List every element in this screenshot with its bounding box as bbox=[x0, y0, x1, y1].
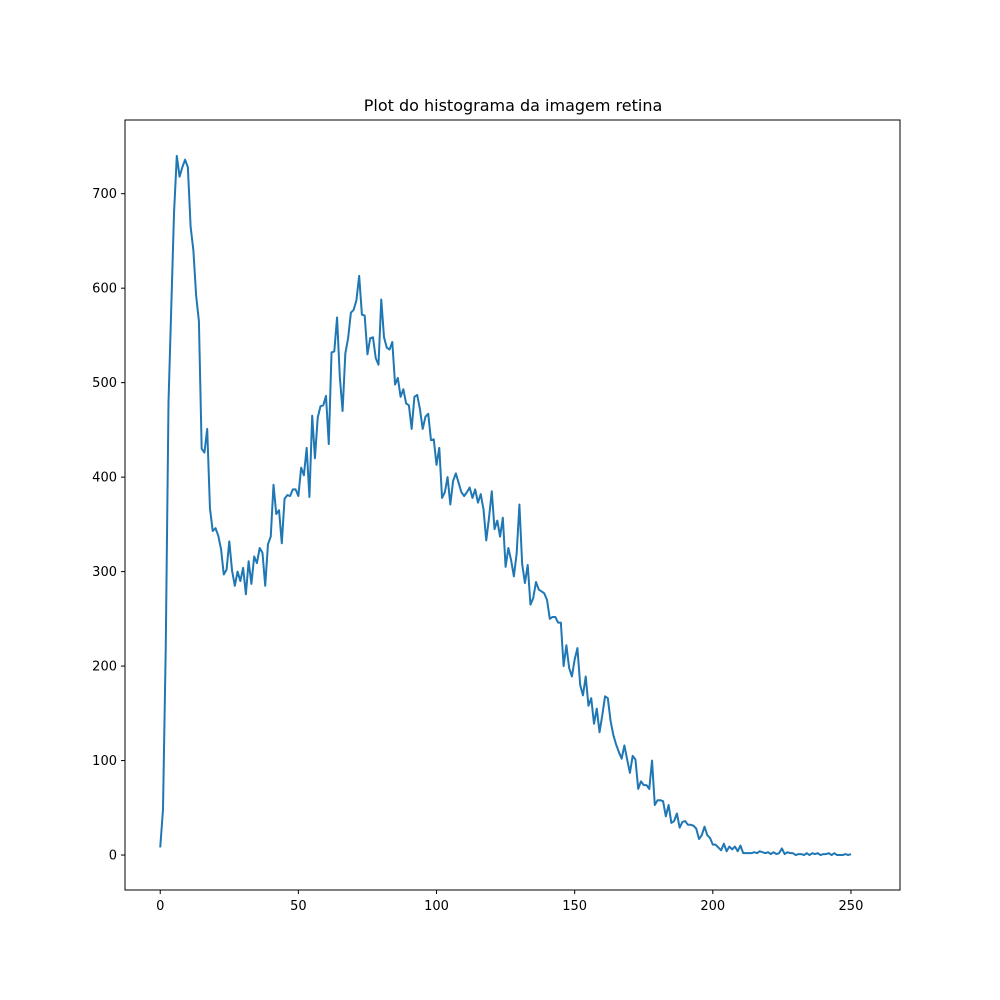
x-axis: 0 50 100 150 200 250 bbox=[156, 890, 863, 914]
y-tick-label: 400 bbox=[92, 471, 117, 486]
x-tick-label: 50 bbox=[290, 899, 307, 914]
y-tick-label: 100 bbox=[92, 754, 117, 769]
y-tick-label: 0 bbox=[109, 849, 117, 864]
y-tick-label: 300 bbox=[92, 565, 117, 580]
y-tick-label: 200 bbox=[92, 660, 117, 675]
plot-frame bbox=[124, 119, 901, 891]
x-tick-label: 0 bbox=[156, 899, 164, 914]
y-tick-label: 700 bbox=[92, 187, 117, 202]
x-tick-label: 150 bbox=[562, 899, 587, 914]
x-tick-label: 100 bbox=[424, 899, 449, 914]
y-tick-label: 600 bbox=[92, 282, 117, 297]
x-tick-label: 250 bbox=[839, 899, 864, 914]
y-tick-label: 500 bbox=[92, 376, 117, 391]
chart-title: Plot do histograma da imagem retina bbox=[364, 96, 663, 115]
histogram-line bbox=[159, 154, 852, 857]
x-tick-label: 200 bbox=[700, 899, 725, 914]
y-axis: 0 100 200 300 400 500 600 700 bbox=[92, 187, 125, 864]
